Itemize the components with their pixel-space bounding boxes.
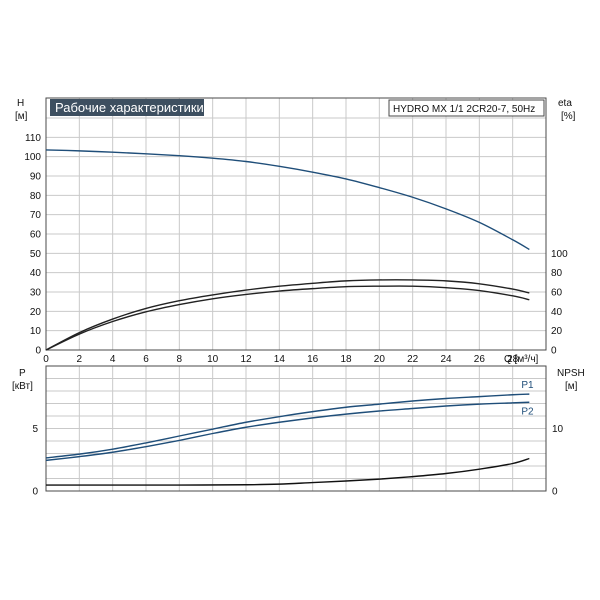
x-tick-label: 16 (307, 354, 319, 365)
y-left-axis-label: H (17, 98, 24, 109)
y-right-axis-label: eta (558, 98, 572, 109)
y-left-tick-label: 10 (30, 326, 42, 337)
x-tick-label: 2 (77, 354, 83, 365)
y-right-tick-label: 40 (551, 307, 563, 318)
npsh-axis-unit: [м] (565, 381, 578, 392)
model-box (388, 99, 545, 117)
efficiency-curve-1 (45, 279, 530, 351)
y-left-tick-label: 110 (25, 133, 41, 144)
y-left-tick-label: 20 (30, 307, 42, 318)
x-tick-label: 6 (143, 354, 149, 365)
series-label-p1: P1 (521, 380, 534, 391)
npsh-tick-label: 0 (552, 487, 558, 498)
x-tick-label: 18 (340, 354, 352, 365)
x-axis-label: Q [м³/ч] (504, 354, 539, 365)
y-left-tick-label: 40 (30, 268, 42, 279)
chart-title: Рабочие характеристики (55, 100, 204, 115)
x-tick-label: 22 (407, 354, 419, 365)
y-right-tick-label: 20 (551, 326, 563, 337)
npsh-tick-label: 10 (552, 424, 564, 435)
bottom-plot-frame (45, 365, 547, 492)
y-left-tick-label: 30 (30, 288, 42, 299)
npsh-axis-label: NPSH (557, 368, 585, 379)
x-tick-label: 10 (207, 354, 219, 365)
p-axis-unit: [кВт] (12, 381, 33, 392)
y-left-tick-label: 100 (24, 152, 41, 163)
model-label: HYDRO MX 1/1 2CR20-7, 50Hz (393, 104, 535, 115)
y-left-tick-label: 0 (35, 346, 41, 357)
y-left-tick-label: 90 (30, 172, 42, 183)
x-tick-label: 26 (474, 354, 486, 365)
efficiency-curve-2 (45, 285, 530, 351)
p-tick-label: 0 (32, 487, 38, 498)
power-p2-curve (45, 401, 530, 462)
x-tick-label: 14 (274, 354, 286, 365)
x-tick-label: 28 (507, 354, 519, 365)
y-right-axis-unit: [%] (561, 111, 576, 122)
y-left-tick-label: 60 (30, 230, 42, 241)
top-plot-frame (45, 97, 547, 351)
y-left-tick-label: 80 (30, 191, 42, 202)
y-right-tick-label: 60 (551, 288, 563, 299)
y-right-tick-label: 100 (551, 249, 568, 260)
p-tick-label: 5 (32, 424, 38, 435)
y-left-axis-unit: [м] (15, 111, 28, 122)
x-tick-label: 8 (177, 354, 183, 365)
x-tick-label: 0 (43, 354, 49, 365)
power-p1-curve (45, 393, 530, 459)
npsh-curve (46, 457, 530, 486)
title-background (50, 99, 204, 116)
p-axis-label: P (19, 368, 26, 379)
y-right-tick-label: 80 (551, 268, 563, 279)
y-left-tick-label: 50 (30, 249, 42, 260)
head-curve (45, 149, 530, 251)
x-tick-label: 20 (374, 354, 386, 365)
y-left-tick-label: 70 (30, 210, 42, 221)
x-tick-label: 24 (440, 354, 452, 365)
y-right-tick-label: 0 (551, 346, 557, 357)
x-tick-label: 4 (110, 354, 116, 365)
x-tick-label: 12 (240, 354, 252, 365)
series-label-p2: P2 (521, 406, 534, 417)
